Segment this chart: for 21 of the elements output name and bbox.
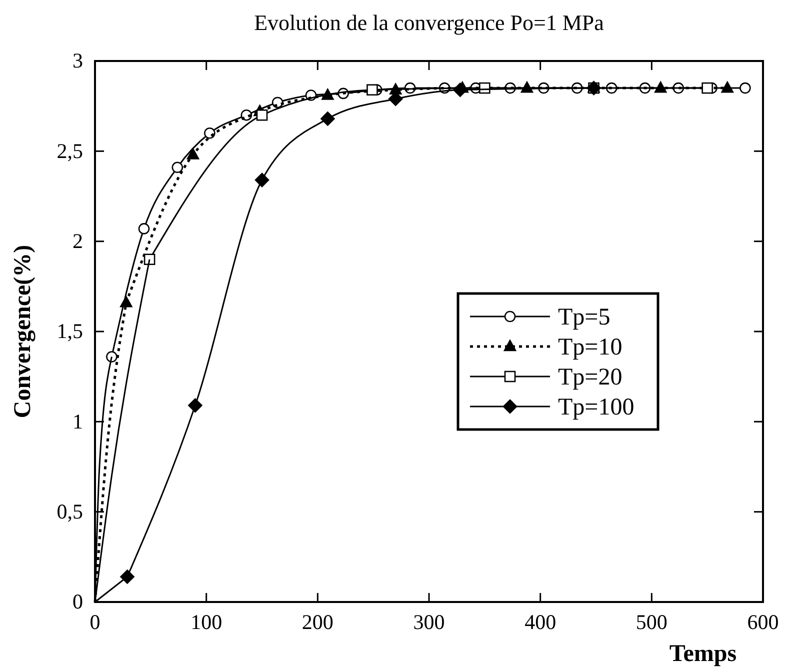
y-tick-label: 1	[72, 409, 83, 434]
x-tick-label: 500	[636, 610, 668, 634]
legend-label: Tp=100	[558, 394, 634, 420]
x-tick-label: 400	[524, 610, 556, 634]
legend-label: Tp=20	[558, 364, 622, 390]
x-axis-title: Temps	[669, 641, 737, 667]
chart-title: Evolution de la convergence Po=1 MPa	[254, 10, 604, 35]
legend-label: Tp=5	[558, 304, 610, 330]
x-tick-label: 600	[747, 610, 779, 634]
y-tick-label: 2	[72, 229, 83, 254]
y-tick-label: 1,5	[56, 319, 83, 344]
x-tick-label: 300	[413, 610, 445, 634]
y-tick-label: 0	[72, 590, 83, 614]
y-tick-label: 3	[72, 48, 83, 73]
x-tick-label: 0	[90, 610, 100, 634]
y-tick-label: 2,5	[56, 138, 83, 163]
legend-label: Tp=10	[558, 334, 622, 360]
y-axis-title: Convergence(%)	[10, 244, 36, 418]
x-tick-label: 100	[190, 610, 222, 634]
x-tick-label: 200	[302, 610, 334, 634]
y-tick-label: 0,5	[56, 500, 83, 524]
